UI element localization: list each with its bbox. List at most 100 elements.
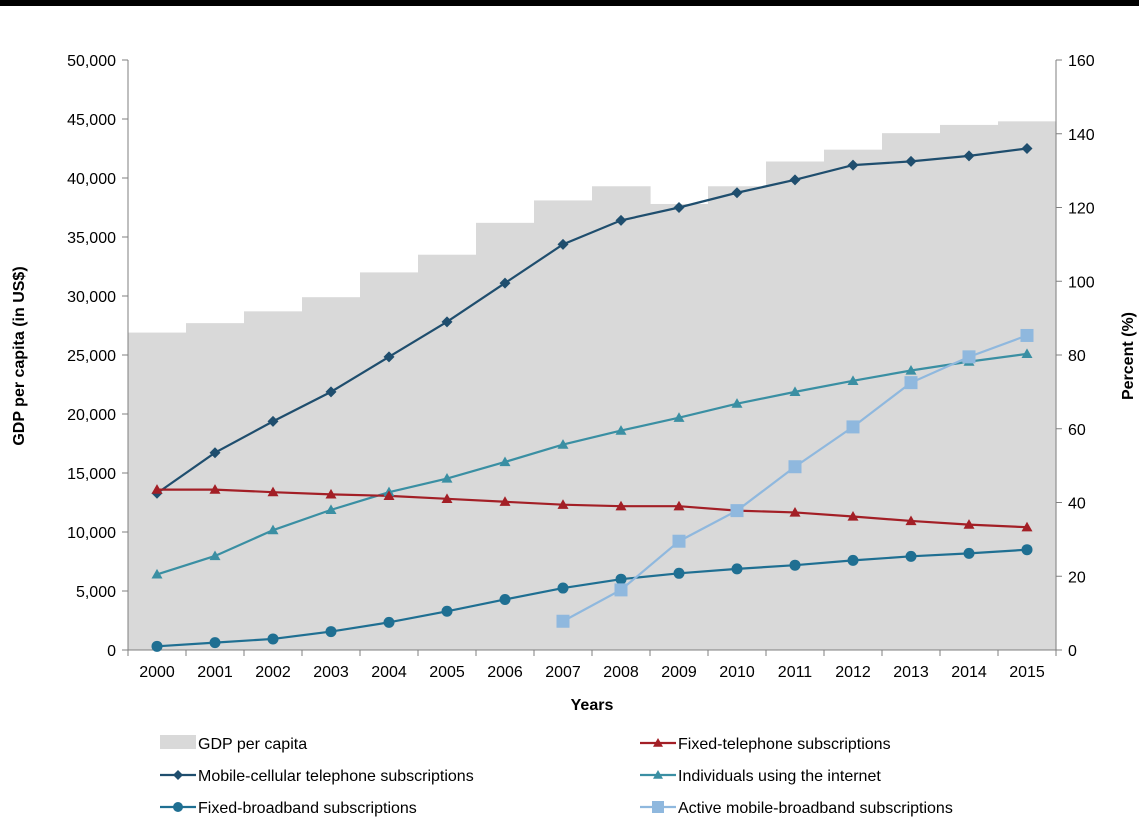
line-mobile-cellular-telephone-subscriptions [156,147,1028,495]
point-mobile-cellular-telephone-subscriptions [383,351,395,363]
gdp-bar-2007 [534,200,593,651]
line-fixed-telephone-subscriptions [157,488,1028,529]
x-tick-label-2009: 2009 [661,664,697,681]
gdp-bar-2009 [650,203,709,650]
legend-swatch-gdp [160,735,196,749]
gdp-bar-2003 [302,297,361,650]
point-fixed-broadband-subscriptions [151,640,163,652]
y-right-tick-label: 60 [1068,422,1086,439]
legend-label: Active mobile-broadband subscriptions [678,800,953,817]
point-fixed-telephone-subscriptions [615,500,627,511]
point-fixed-telephone-subscriptions [673,500,685,511]
point-active-mobile-broadband-subscriptions [614,583,628,597]
x-tick-label-2013: 2013 [893,664,929,681]
point-fixed-broadband-subscriptions [673,567,685,579]
y-left-axis-title: GDP per capita (in US$) [11,266,28,445]
point-fixed-broadband-subscriptions [731,563,743,575]
point-fixed-broadband-subscriptions [441,605,453,617]
x-tick-label-2014: 2014 [951,664,987,681]
top-rule [0,0,1139,6]
point-individuals-using-the-internet [209,550,221,561]
point-individuals-using-the-internet [267,524,279,535]
axes [122,59,1062,656]
y-left-tick-label: 15,000 [67,466,116,483]
point-fixed-broadband-subscriptions [905,550,917,562]
gdp-bars [128,121,1057,651]
point-fixed-telephone-subscriptions [847,511,859,521]
y-right-tick-label: 0 [1068,643,1077,660]
gdp-bar-2014 [940,124,999,650]
y-left-tick-label: 0 [107,643,116,660]
legend-item: Fixed-broadband subscriptions [160,800,417,817]
x-tick-label-2007: 2007 [545,664,581,681]
y-left-tick-label: 5,000 [76,584,116,601]
point-individuals-using-the-internet [1021,348,1033,359]
y-right-tick-label: 160 [1068,53,1095,70]
point-individuals-using-the-internet [847,375,859,385]
legend-swatch-marker [173,770,183,780]
x-tick-label-2003: 2003 [313,664,349,681]
y-right-tick-label: 120 [1068,201,1095,218]
legend-swatch-marker [173,802,183,812]
point-mobile-cellular-telephone-subscriptions [615,214,627,226]
point-fixed-broadband-subscriptions [209,637,221,649]
y-left-tick-label: 10,000 [67,525,116,542]
legend-item: Individuals using the internet [640,768,881,785]
y-left-tick-label: 50,000 [67,53,116,70]
point-mobile-cellular-telephone-subscriptions [905,155,917,167]
point-fixed-telephone-subscriptions [325,488,337,499]
x-tick-label-2006: 2006 [487,664,523,681]
point-fixed-broadband-subscriptions [615,573,627,585]
point-individuals-using-the-internet [673,412,685,422]
point-individuals-using-the-internet [789,386,801,396]
point-fixed-broadband-subscriptions [789,559,801,571]
y-left-tick-label: 35,000 [67,230,116,247]
line-individuals-using-the-internet [156,352,1028,576]
y-right-axis-title: Percent (%) [1120,312,1137,400]
point-mobile-cellular-telephone-subscriptions [731,187,743,199]
x-tick-label-2010: 2010 [719,664,755,681]
point-fixed-telephone-subscriptions [267,486,279,497]
x-tick-label-2008: 2008 [603,664,639,681]
gdp-bar-2013 [882,133,941,650]
point-mobile-cellular-telephone-subscriptions [673,202,685,213]
point-individuals-using-the-internet [325,504,337,514]
gdp-bar-2002 [244,311,303,650]
point-mobile-cellular-telephone-subscriptions [1021,143,1033,154]
x-tick-label-2002: 2002 [255,664,291,681]
y-right-tick-label: 140 [1068,127,1095,144]
x-tick-label-2015: 2015 [1009,664,1045,681]
point-active-mobile-broadband-subscriptions [556,614,570,628]
point-fixed-telephone-subscriptions [905,515,917,526]
y-right-tick-label: 40 [1068,496,1086,513]
point-fixed-broadband-subscriptions [1021,544,1033,556]
point-individuals-using-the-internet [557,439,569,449]
point-mobile-cellular-telephone-subscriptions [557,238,569,250]
point-fixed-telephone-subscriptions [151,484,163,494]
point-fixed-telephone-subscriptions [209,484,221,494]
tick-labels: 0 5,000 10,000 15,000 20,000 25,000 30,000 35,0… [67,53,1095,681]
point-fixed-telephone-subscriptions [441,493,453,503]
y-left-tick-label: 40,000 [67,171,116,188]
point-fixed-telephone-subscriptions [1021,521,1033,532]
x-tick-label-2011: 2011 [778,664,813,681]
x-tick-label-2004: 2004 [371,664,407,681]
point-individuals-using-the-internet [905,364,917,375]
point-fixed-telephone-subscriptions [499,496,511,506]
point-mobile-cellular-telephone-subscriptions [209,447,221,459]
point-active-mobile-broadband-subscriptions [962,350,976,364]
point-active-mobile-broadband-subscriptions [672,534,686,548]
legend-label: Mobile-cellular telephone subscriptions [198,768,474,785]
legend-swatch-marker [653,770,663,779]
line-fixed-broadband-subscriptions [156,548,1028,648]
legend-swatch-marker [652,801,664,813]
x-tick-label-2012: 2012 [835,664,871,681]
gdp-bar-2004 [360,272,419,650]
point-individuals-using-the-internet [499,456,511,467]
legend-swatch-marker [653,738,663,747]
series-markers [151,143,1034,652]
point-fixed-broadband-subscriptions [963,547,975,559]
legend-item: GDP per capita [160,735,307,753]
gdp-bar-2006 [476,222,535,650]
y-left-tick-label: 30,000 [67,289,116,306]
